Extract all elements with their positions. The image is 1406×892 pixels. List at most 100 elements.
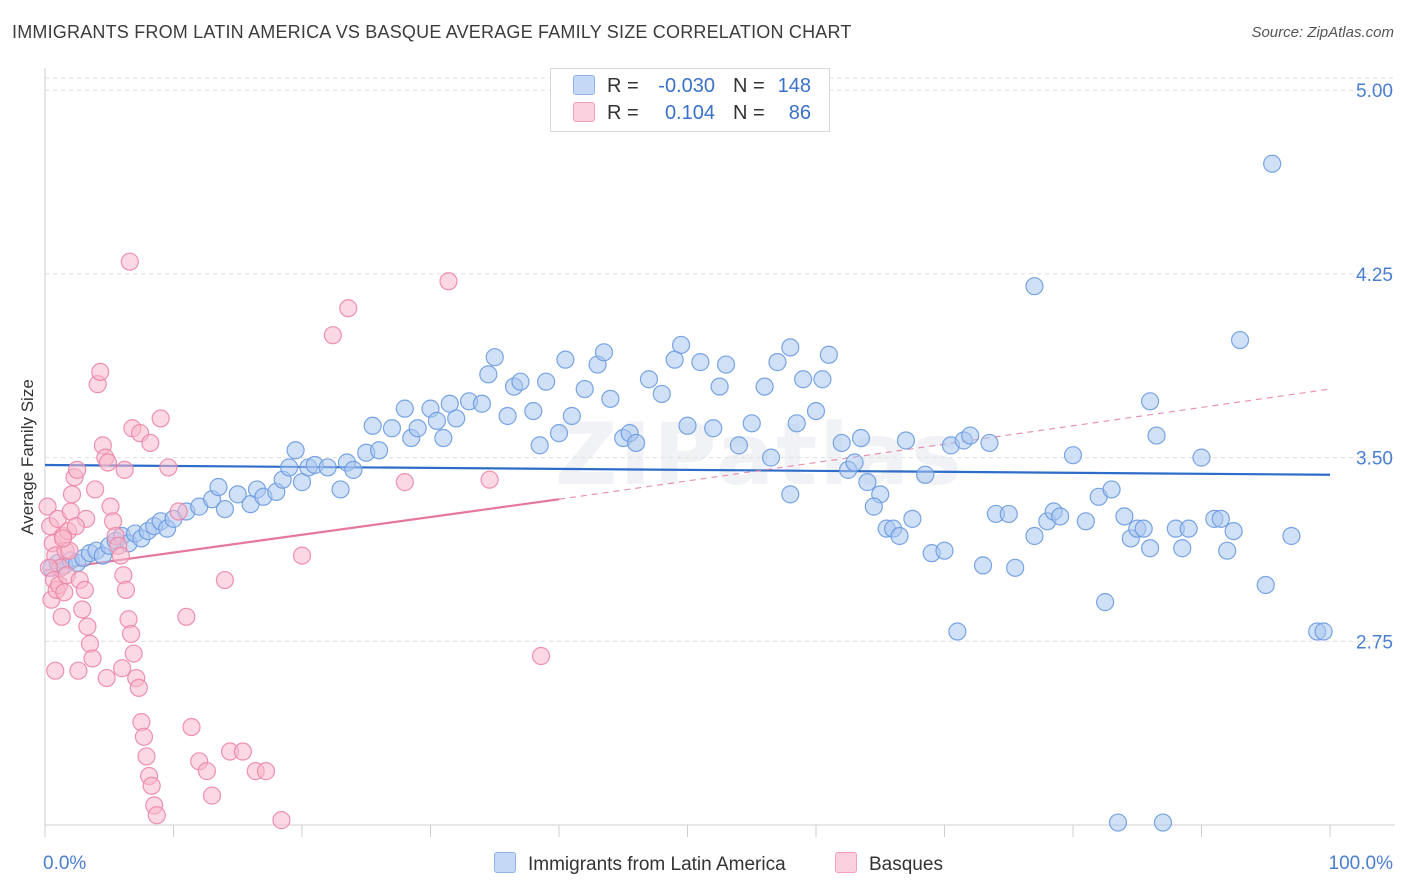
data-point <box>1230 330 1250 350</box>
data-point <box>114 566 133 585</box>
data-point <box>363 416 382 435</box>
data-point <box>427 411 447 430</box>
data-point <box>742 414 761 433</box>
data-point <box>652 384 671 404</box>
data-point <box>1179 519 1198 538</box>
data-point <box>91 362 110 382</box>
data-point <box>1102 480 1121 499</box>
data-point <box>1025 526 1044 546</box>
data-point <box>86 480 105 499</box>
series-1-points <box>38 252 551 830</box>
x-tick-label: 100.0% <box>1329 853 1394 874</box>
data-point <box>134 727 154 746</box>
data-point <box>98 453 118 472</box>
legend-n-value: 86 <box>788 102 811 124</box>
data-point <box>101 497 120 516</box>
data-point <box>1256 575 1275 595</box>
data-point <box>68 460 87 479</box>
data-point <box>52 607 71 626</box>
data-point <box>1115 507 1134 526</box>
series-label: Immigrants from Latin America <box>528 854 786 875</box>
data-point <box>215 570 234 590</box>
data-point <box>115 460 134 479</box>
data-point <box>531 646 551 666</box>
chart-title: IMMIGRANTS FROM LATIN AMERICA VS BASQUE … <box>12 22 852 42</box>
data-point <box>1218 541 1237 560</box>
data-point <box>1134 519 1153 538</box>
data-point <box>408 419 427 438</box>
legend-swatch-blue <box>573 75 595 95</box>
data-point <box>169 502 188 521</box>
data-point <box>1140 539 1160 558</box>
data-point <box>1051 507 1070 526</box>
data-point <box>233 742 252 761</box>
data-point <box>132 713 151 732</box>
y-tick-label: 3.50 <box>1356 449 1393 470</box>
data-point <box>794 370 813 389</box>
trend-line <box>44 498 560 572</box>
data-point <box>339 299 358 318</box>
data-point <box>53 529 73 548</box>
y-axis-label: Average Family Size <box>18 379 37 535</box>
data-point <box>1076 512 1095 531</box>
y-tick-label: 2.75 <box>1356 632 1393 653</box>
data-point <box>370 441 389 460</box>
data-point <box>961 426 980 445</box>
data-point <box>323 326 342 345</box>
axes <box>44 68 1395 837</box>
data-point <box>142 776 161 795</box>
data-point <box>62 485 82 504</box>
data-point <box>1108 813 1128 832</box>
data-point <box>678 416 697 435</box>
x-tick-label: 0.0% <box>43 853 86 874</box>
data-point <box>999 504 1018 524</box>
data-point <box>903 509 922 528</box>
data-point <box>120 252 139 271</box>
data-point <box>182 717 201 737</box>
data-point <box>197 762 217 781</box>
data-point <box>215 499 234 519</box>
data-point <box>755 377 774 396</box>
series-0-points <box>42 154 1333 832</box>
legend-r-label: R = <box>607 75 639 97</box>
legend-swatch-pink <box>573 102 595 122</box>
data-point <box>537 372 556 391</box>
data-point <box>896 431 916 450</box>
data-point <box>286 441 305 460</box>
data-point <box>280 458 299 477</box>
data-point <box>159 458 178 477</box>
data-point <box>209 477 228 497</box>
data-point <box>129 678 148 697</box>
data-point <box>916 465 935 484</box>
legend-row-latin-america: R = -0.030 N = 148 <box>573 75 811 101</box>
data-point <box>202 786 222 805</box>
data-point <box>1153 813 1173 832</box>
data-point <box>137 747 156 766</box>
data-point <box>395 473 414 492</box>
series-label: Basques <box>869 854 943 875</box>
data-point <box>768 353 787 372</box>
data-point <box>806 401 826 421</box>
data-point <box>691 353 710 372</box>
data-point <box>1282 526 1301 546</box>
data-point <box>1140 392 1160 411</box>
correlation-legend: R = -0.030 N = 148 R = 0.104 N = 86 <box>550 68 830 132</box>
data-point <box>480 470 499 489</box>
trend-line <box>44 463 1331 476</box>
data-point <box>1263 154 1282 173</box>
data-point <box>124 644 143 663</box>
data-point <box>832 433 851 453</box>
data-point <box>331 480 350 499</box>
data-point <box>434 428 453 448</box>
data-point <box>80 634 100 653</box>
data-point <box>151 409 170 428</box>
data-point <box>395 399 414 418</box>
data-point <box>787 414 806 433</box>
data-point <box>1211 509 1230 528</box>
data-point <box>111 546 130 565</box>
legend-n-value: 148 <box>777 75 811 97</box>
data-point <box>141 433 160 453</box>
source-label: Source: ZipAtlas.com <box>1251 24 1394 41</box>
data-point <box>256 762 276 781</box>
data-point <box>813 370 832 389</box>
